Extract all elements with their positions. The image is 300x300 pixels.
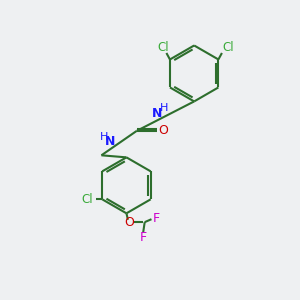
- Text: N: N: [152, 107, 162, 120]
- Text: H: H: [160, 103, 168, 113]
- Text: Cl: Cl: [222, 40, 234, 54]
- Text: Cl: Cl: [158, 40, 169, 54]
- Text: F: F: [152, 212, 160, 225]
- Text: O: O: [124, 216, 134, 229]
- Text: O: O: [158, 124, 168, 137]
- Text: H: H: [100, 132, 108, 142]
- Text: N: N: [105, 135, 116, 148]
- Text: F: F: [140, 231, 147, 244]
- Text: Cl: Cl: [81, 193, 93, 206]
